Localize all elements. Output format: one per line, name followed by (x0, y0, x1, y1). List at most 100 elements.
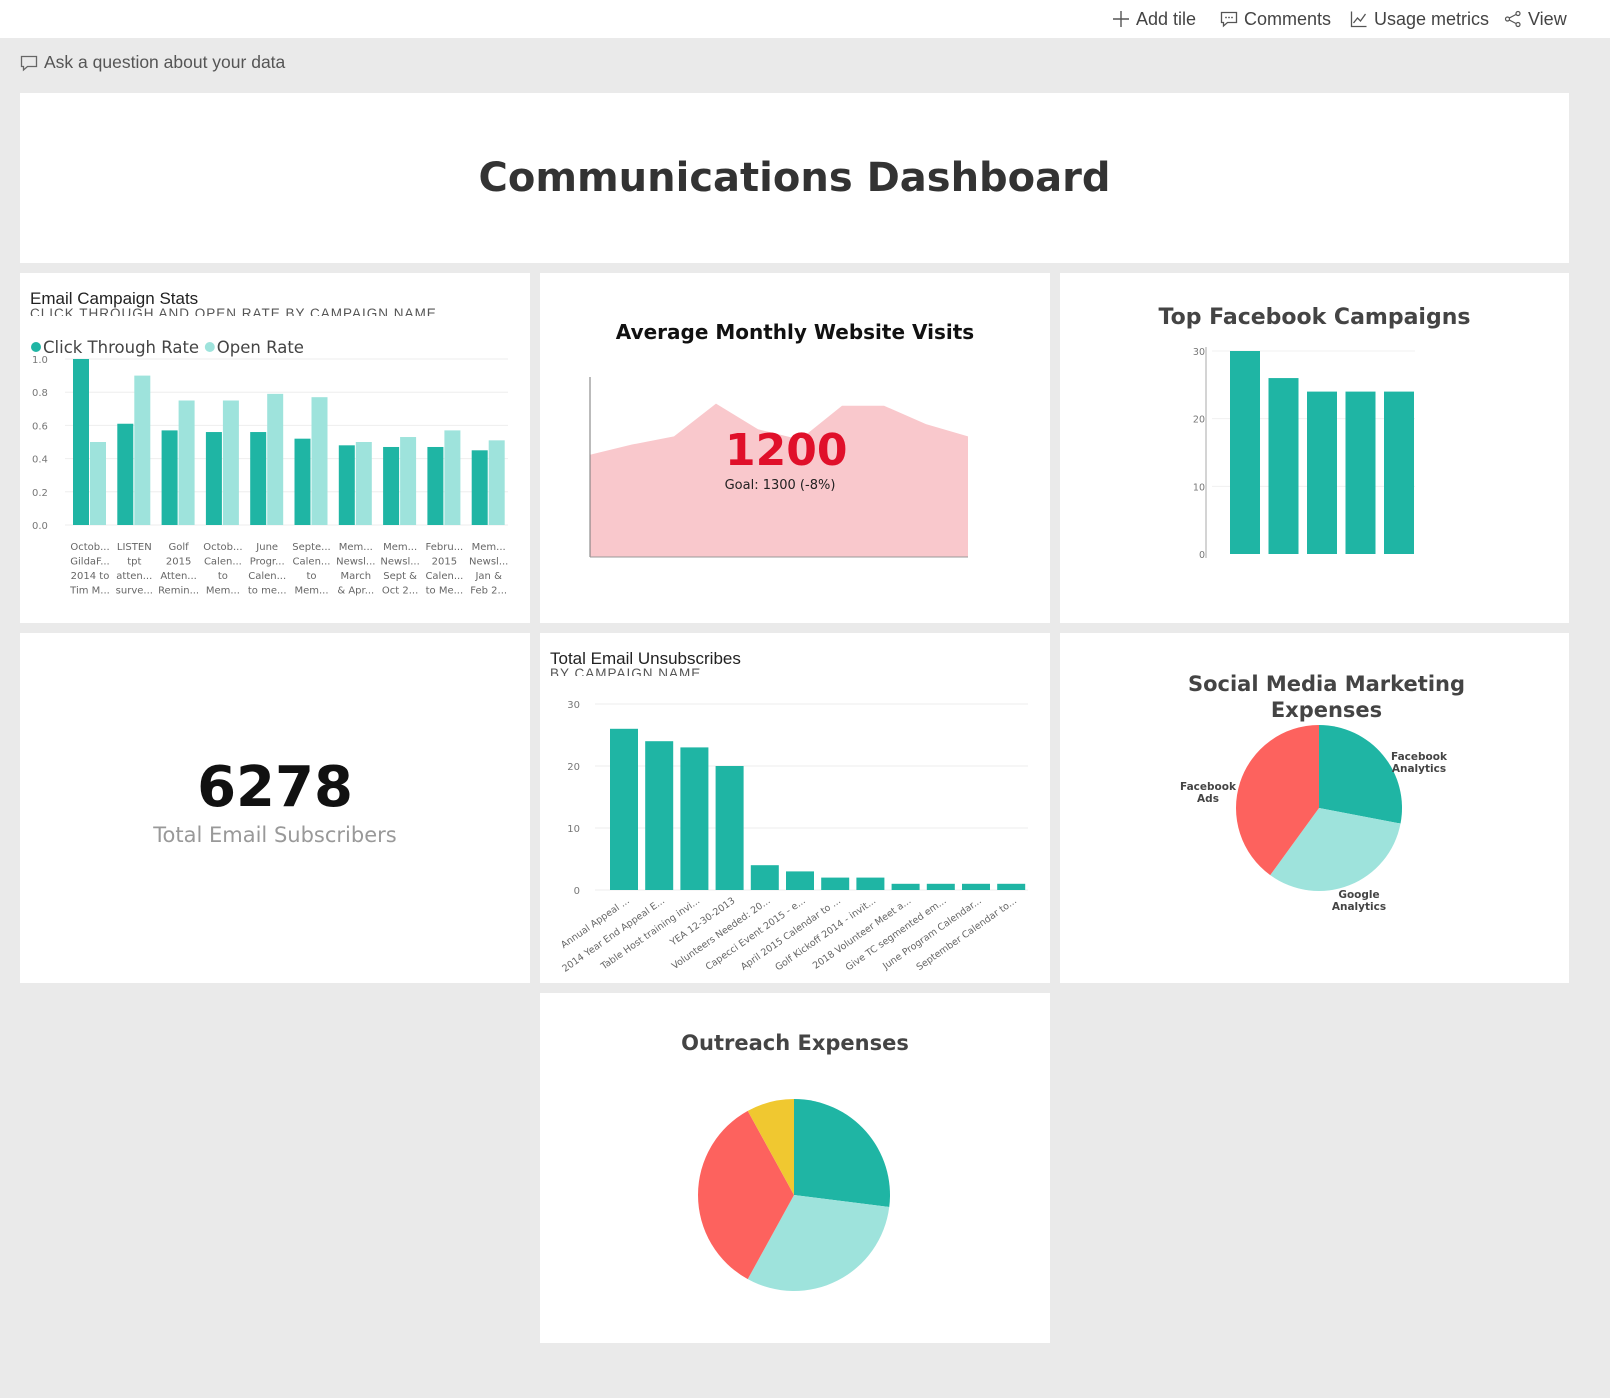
x-tick-label: Newsl... (469, 557, 508, 568)
tile-subtitle: CLICK THROUGH AND OPEN RATE BY CAMPAIGN … (30, 306, 437, 316)
unsubscribe-bar (997, 883, 1026, 890)
y-tick-label: 10 (1193, 482, 1205, 493)
x-tick-label: surve... (116, 586, 153, 597)
pie-slice (698, 1110, 794, 1280)
legend-marker (204, 342, 215, 352)
x-tick-label: Mem... (206, 586, 240, 597)
x-tick-label: LISTEN (117, 542, 152, 553)
pie-label: Facebook (1180, 781, 1237, 793)
click-through-bar (205, 432, 222, 525)
unsubscribe-bar (856, 877, 885, 890)
facebook-tile[interactable]: Top Facebook Campaigns 0 10 20 30 (1060, 273, 1569, 623)
x-tick-label: tpt (127, 557, 141, 568)
x-tick-label: Feb 2... (470, 586, 507, 597)
y-tick-label: 0.4 (32, 455, 48, 466)
facebook-bar (1230, 351, 1260, 554)
pie-label: Ads (1197, 793, 1219, 805)
title-line: Social Media Marketing (1187, 672, 1466, 696)
website-visits-chart (589, 377, 968, 558)
subscribers-tile[interactable]: 6278 Total Email Subscribers (20, 633, 530, 983)
subscribers-value: 6278 (197, 755, 353, 820)
x-tick-label: to (306, 571, 316, 582)
tile-title: Email Campaign Stats (30, 289, 199, 308)
y-tick-label: 1.0 (32, 355, 48, 366)
tile-title: Social Media Marketing Expenses (1060, 671, 1569, 723)
header-tile[interactable]: Communications Dashboard (20, 93, 1569, 263)
x-tick-label: Septe... (292, 542, 330, 553)
open-rate-bar (488, 440, 505, 525)
website-visits-tile[interactable]: Average Monthly Website Visits 1200 Goal… (540, 273, 1050, 623)
unsubscribe-bar (926, 883, 955, 890)
click-through-bar (427, 446, 444, 525)
pie-slice (794, 1099, 890, 1208)
facebook-bar (1345, 391, 1376, 554)
click-through-bar (383, 446, 400, 525)
x-tick-label: atten... (116, 571, 152, 582)
view-button[interactable]: View (1504, 6, 1567, 32)
x-tick-label: Calen... (204, 557, 242, 568)
unsubscribe-bar (786, 871, 814, 890)
x-tick-label: Calen... (425, 571, 463, 582)
add-tile-button[interactable]: Add tile (1112, 6, 1196, 32)
social-tile[interactable]: Social Media Marketing Expenses Facebook… (1060, 633, 1569, 983)
outreach-tile[interactable]: Outreach Expenses (540, 993, 1050, 1343)
x-tick-label: June (255, 542, 278, 553)
usage-metrics-button[interactable]: Usage metrics (1350, 6, 1489, 32)
click-through-bar (117, 423, 134, 525)
click-through-bar (338, 445, 355, 525)
kpi-goal: Goal: 1300 (-8%) (724, 478, 836, 493)
unsubscribe-bar (610, 728, 638, 890)
unsubscribe-bar (715, 766, 744, 890)
usage-metrics-label: Usage metrics (1374, 8, 1490, 29)
share-icon (1504, 10, 1521, 28)
add-tile-label: Add tile (1136, 8, 1197, 29)
x-tick-label: Calen... (293, 557, 331, 568)
click-through-bar (73, 359, 89, 525)
pie-slice (747, 1099, 794, 1195)
pie-slice (747, 1195, 890, 1291)
x-tick-label: 2015 (166, 557, 191, 568)
x-tick-label: Atten... (160, 571, 197, 582)
tile-title: Outreach Expenses (681, 1031, 909, 1055)
unsubscribe-bar (821, 877, 850, 890)
click-through-bar (250, 432, 267, 525)
qna-box[interactable]: Ask a question about your data (20, 52, 285, 73)
x-tick-label: to Me... (426, 586, 464, 597)
comments-button[interactable]: Comments (1220, 6, 1331, 32)
tile-subtitle: BY CAMPAIGN NAME (550, 666, 702, 676)
click-through-bar (161, 430, 178, 525)
open-rate-bar (222, 400, 239, 525)
unsubscribe-bar (962, 883, 990, 890)
x-tick-label: Sept & (383, 571, 417, 582)
x-tick-label: Octob... (203, 542, 242, 553)
comments-label: Comments (1244, 8, 1332, 29)
tile-title: Total Email Unsubscribes (550, 649, 741, 668)
tile-title: Average Monthly Website Visits (615, 320, 975, 344)
unsubscribes-tile[interactable]: Total Email Unsubscribes BY CAMPAIGN NAM… (540, 633, 1050, 983)
x-tick-label: to me... (248, 586, 287, 597)
tile-title: Top Facebook Campaigns (1158, 305, 1471, 330)
line-chart-icon (1350, 11, 1367, 28)
y-tick-label: 10 (567, 824, 580, 835)
unsubscribe-bar (645, 741, 674, 890)
x-tick-label: Mem... (339, 542, 373, 553)
y-tick-label: 20 (567, 762, 580, 773)
email-stats-tile[interactable]: Email Campaign Stats CLICK THROUGH AND O… (20, 273, 530, 623)
pie-label: Analytics (1392, 763, 1446, 775)
x-tick-label: Remin... (158, 586, 199, 597)
x-tick-label: Newsl... (380, 557, 419, 568)
facebook-bar (1268, 378, 1299, 554)
visits-area (590, 403, 968, 557)
open-rate-bar (444, 430, 461, 525)
unsubscribe-bar (680, 747, 709, 890)
x-tick-label: Octob... (70, 542, 109, 553)
x-tick-label: Mem... (294, 586, 328, 597)
facebook-bar (1384, 391, 1414, 554)
title-line: Expenses (1270, 698, 1383, 722)
x-tick-label: 2015 (432, 557, 457, 568)
click-through-bar (294, 438, 311, 525)
qna-prompt: Ask a question about your data (44, 52, 286, 72)
legend-label: Open Rate (217, 338, 304, 357)
x-tick-label: Progr... (250, 557, 285, 568)
